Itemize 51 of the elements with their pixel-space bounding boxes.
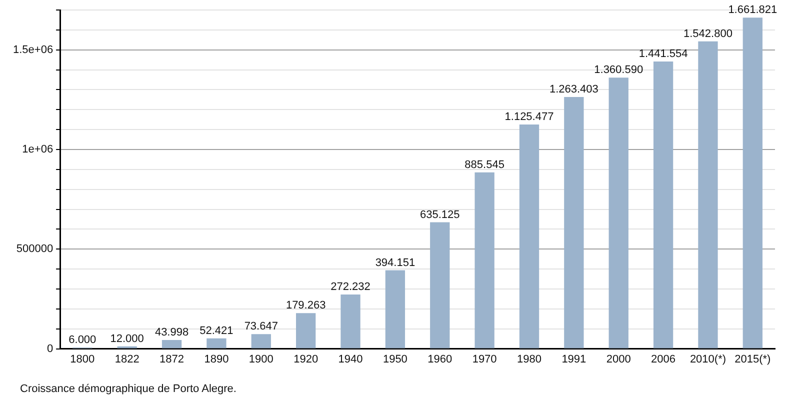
data-label: 179.263 <box>286 300 326 312</box>
bar <box>340 294 360 348</box>
y-tick-label: 1e+06 <box>22 144 54 156</box>
x-tick-label: 1980 <box>517 353 542 366</box>
bar <box>251 334 271 348</box>
bar <box>698 41 718 348</box>
x-tick-label: 1940 <box>338 353 363 366</box>
y-tick-label: 1.5e+06 <box>12 44 54 56</box>
data-label: 1.125.477 <box>504 111 554 124</box>
x-tick-label: 1960 <box>428 353 452 366</box>
bar <box>162 340 182 348</box>
text: Croissance démographique de Porto Alegre. <box>20 383 236 395</box>
x-tick-label: 1800 <box>70 353 95 366</box>
data-label: 1.542.800 <box>684 28 732 40</box>
data-label: 73.647 <box>244 320 278 333</box>
data-label: 272.232 <box>330 281 370 294</box>
x-tick-label: 2006 <box>651 353 676 366</box>
bar <box>519 124 540 348</box>
bar <box>608 78 628 348</box>
x-tick-label: 2010(*) <box>690 353 726 366</box>
data-label: 394.151 <box>375 256 416 269</box>
data-label: 1.360.590 <box>594 64 644 76</box>
y-tick-label: 500000 <box>16 243 54 256</box>
data-label: 1.661.821 <box>728 4 778 16</box>
x-tick-label: 1822 <box>114 353 140 366</box>
bar <box>430 222 450 348</box>
x-tick-label: 1900 <box>248 353 274 366</box>
x-tick-label: 2000 <box>606 353 631 366</box>
data-label: 1.441.554 <box>638 48 688 60</box>
x-tick-label: 1991 <box>562 353 586 366</box>
data-label: 12.000 <box>110 332 144 345</box>
bar <box>564 97 584 348</box>
bar <box>742 18 762 348</box>
data-label: 1.263.403 <box>549 84 598 96</box>
bar <box>206 338 226 348</box>
x-tick-label: 1950 <box>382 353 408 366</box>
data-label: 43.998 <box>154 326 189 339</box>
bar <box>474 172 494 348</box>
bar <box>385 270 406 348</box>
data-label: 6.000 <box>68 334 96 346</box>
data-label: 635.125 <box>420 208 460 221</box>
x-tick-label: 1872 <box>160 353 184 366</box>
bar <box>296 313 316 348</box>
data-label: 52.421 <box>200 324 234 337</box>
bar <box>653 62 674 348</box>
data-label: 885.545 <box>464 158 504 171</box>
y-tick-label: 0 <box>46 342 54 355</box>
x-tick-label: 2015(*) <box>734 353 771 366</box>
x-tick-label: 1970 <box>472 353 497 366</box>
x-tick-label: 1890 <box>204 353 229 366</box>
x-tick-label: 1920 <box>294 353 318 366</box>
